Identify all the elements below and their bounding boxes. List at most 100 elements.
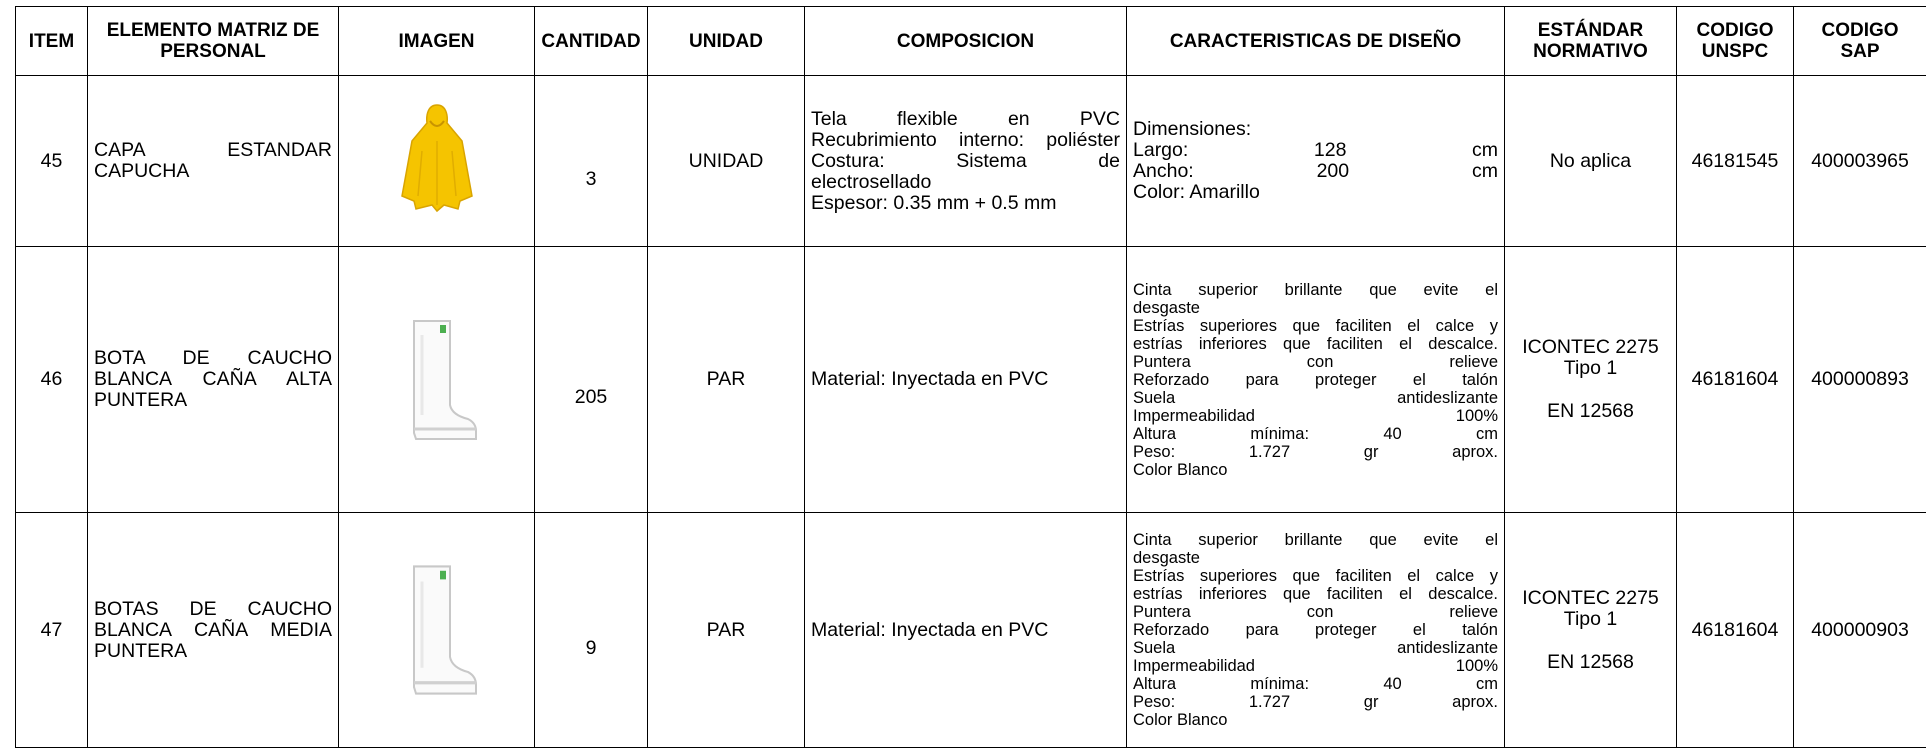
standard-line: Tipo 1 — [1563, 357, 1618, 379]
sap-cell: 400000903 — [1793, 512, 1926, 748]
item-row: 47 BOTAS DE CAUCHO BLANCA CAÑA MEDIA PUNTER… — [15, 512, 1926, 748]
header-cell: CANTIDAD — [534, 6, 648, 76]
standard-line: ICONTEC 2275 — [1522, 336, 1659, 358]
composition-line: Recubrimiento interno: poliéster — [811, 128, 1120, 151]
characteristic-line: estrías inferiores que faciliten el desc… — [1133, 334, 1498, 353]
standard-paragraph: EN 12568 — [1511, 401, 1670, 422]
characteristic-line: Impermeabilidad 100% — [1133, 406, 1498, 425]
characteristic-line: Peso: 1.727 gr aprox. — [1133, 442, 1498, 461]
characteristic-line: Color Blanco — [1133, 460, 1228, 479]
image-cell — [338, 75, 535, 247]
element-line: BOTA DE CAUCHO — [94, 347, 332, 369]
element-line: BLANCA CAÑA ALTA — [94, 368, 332, 390]
unit-cell: UNIDAD — [647, 75, 805, 247]
element-line: PUNTERA — [94, 389, 188, 411]
characteristics-cell: Cinta superior brillante que evite el des… — [1126, 246, 1505, 513]
characteristic-line: desgaste — [1133, 549, 1200, 567]
characteristic-line: Altura mínima: 40 cm — [1133, 675, 1498, 693]
characteristic-line: Impermeabilidad 100% — [1133, 657, 1498, 675]
product-image — [400, 104, 473, 213]
standard-line: EN 12568 — [1547, 650, 1634, 673]
header-cell: CARACTERISTICAS DE DISEÑO — [1126, 6, 1505, 76]
composition-line: Material: Inyectada en PVC — [811, 368, 1049, 390]
header-cell: IMAGEN — [338, 6, 535, 76]
characteristic-line: Ancho: 200 cm — [1133, 160, 1498, 182]
characteristic-line: estrías inferiores que faciliten el desc… — [1133, 585, 1498, 603]
standard-paragraph: ICONTEC 2275 Tipo 1 — [1511, 337, 1670, 379]
header-cell: ESTÁNDAR NORMATIVO — [1504, 6, 1677, 76]
element-line: BLANCA CAÑA MEDIA — [94, 618, 332, 641]
unspc-cell: 46181604 — [1676, 246, 1794, 513]
characteristics-cell: Cinta superior brillante que evite el des… — [1126, 512, 1505, 748]
unit-cell: PAR — [647, 512, 805, 748]
characteristic-line: Altura mínima: 40 cm — [1133, 424, 1498, 443]
image-cell — [338, 246, 535, 513]
standard-cell: ICONTEC 2275 Tipo 1 EN 12568 — [1504, 512, 1677, 748]
requirements-table: ITEM ELEMENTO MATRIZ DE PERSONAL IMAGEN CAN… — [15, 6, 1926, 748]
standard-line: EN 12568 — [1547, 400, 1634, 422]
element-line: PUNTERA — [94, 639, 188, 662]
quantity-cell: 205 — [534, 246, 648, 513]
image-cell — [338, 512, 535, 748]
item-cell: 46 — [15, 246, 88, 513]
unspc-cell: 46181604 — [1676, 512, 1794, 748]
quantity-cell: 3 — [534, 75, 648, 247]
product-image — [412, 319, 477, 440]
header-cell: ELEMENTO MATRIZ DE PERSONAL — [87, 6, 339, 76]
composition-line: Tela flexible en PVC — [811, 107, 1120, 130]
characteristics-cell: Dimensiones: Largo: 128 cm Ancho: 200 cm Co… — [1126, 75, 1505, 247]
item-cell: 47 — [15, 512, 88, 748]
element-line: CAPA ESTANDAR — [94, 139, 332, 161]
characteristic-line: Cinta superior brillante que evite el — [1133, 280, 1498, 299]
sap-cell: 400003965 — [1793, 75, 1926, 247]
element-line: BOTAS DE CAUCHO — [94, 597, 332, 620]
characteristic-line: Reforzado para proteger el talón — [1133, 370, 1498, 389]
standard-cell: No aplica — [1504, 75, 1677, 247]
element-cell: BOTAS DE CAUCHO BLANCA CAÑA MEDIA PUNTERA — [87, 512, 339, 748]
element-line: CAPUCHA — [94, 160, 190, 182]
characteristic-line: desgaste — [1133, 298, 1200, 317]
characteristic-line: Puntera con relieve — [1133, 352, 1498, 371]
characteristic-line: Color: Amarillo — [1133, 181, 1260, 203]
standard-line: No aplica — [1549, 149, 1632, 172]
item-cell: 45 — [15, 75, 88, 247]
item-row: 45 CAPA ESTANDAR CAPUCHA 3 UNIDAD Tela flexib… — [15, 75, 1926, 247]
characteristic-line: Suela antideslizante — [1133, 388, 1498, 407]
characteristic-line: Puntera con relieve — [1133, 603, 1498, 621]
header-row: ITEM ELEMENTO MATRIZ DE PERSONAL IMAGEN CAN… — [15, 6, 1926, 76]
characteristic-line: Estrías superiores que faciliten el calc… — [1133, 316, 1498, 335]
composition-cell: Material: Inyectada en PVC — [804, 246, 1127, 513]
item-row: 46 BOTA DE CAUCHO BLANCA CAÑA ALTA PUNTERA 2… — [15, 246, 1926, 513]
characteristic-line: Peso: 1.727 gr aprox. — [1133, 693, 1498, 711]
characteristic-line: Reforzado para proteger el talón — [1133, 621, 1498, 639]
composition-line: Material: Inyectada en PVC — [811, 618, 1049, 641]
product-image — [412, 565, 477, 695]
table-body: 45 CAPA ESTANDAR CAPUCHA 3 UNIDAD Tela flexib… — [15, 75, 1926, 748]
standard-paragraph: No aplica — [1511, 149, 1670, 172]
element-cell: CAPA ESTANDAR CAPUCHA — [87, 75, 339, 247]
standard-paragraph: EN 12568 — [1511, 650, 1670, 673]
composition-cell: Material: Inyectada en PVC — [804, 512, 1127, 748]
characteristic-line: Suela antideslizante — [1133, 639, 1498, 657]
characteristic-line: Estrías superiores que faciliten el calc… — [1133, 567, 1498, 585]
composition-line: Espesor: 0.35 mm + 0.5 mm — [811, 191, 1057, 214]
standard-cell: ICONTEC 2275 Tipo 1 EN 12568 — [1504, 246, 1677, 513]
header-cell: CODIGO UNSPC — [1676, 6, 1794, 76]
unspc-cell: 46181545 — [1676, 75, 1794, 247]
characteristic-line: Cinta superior brillante que evite el — [1133, 531, 1498, 549]
header-cell: CODIGO SAP — [1793, 6, 1926, 76]
composition-line: Costura: Sistema de — [811, 149, 1120, 172]
unit-cell: PAR — [647, 246, 805, 513]
header-cell: UNIDAD — [647, 6, 805, 76]
header-cell: COMPOSICION — [804, 6, 1127, 76]
element-cell: BOTA DE CAUCHO BLANCA CAÑA ALTA PUNTERA — [87, 246, 339, 513]
standard-line: Tipo 1 — [1563, 607, 1618, 630]
header-cell: ITEM — [15, 6, 88, 76]
quantity-cell: 9 — [534, 512, 648, 748]
composition-line: electrosellado — [811, 170, 932, 193]
standard-line: ICONTEC 2275 — [1522, 586, 1659, 609]
characteristic-line: Color Blanco — [1133, 711, 1228, 729]
composition-cell: Tela flexible en PVC Recubrimiento intern… — [804, 75, 1127, 247]
standard-paragraph: ICONTEC 2275 Tipo 1 — [1511, 586, 1670, 630]
